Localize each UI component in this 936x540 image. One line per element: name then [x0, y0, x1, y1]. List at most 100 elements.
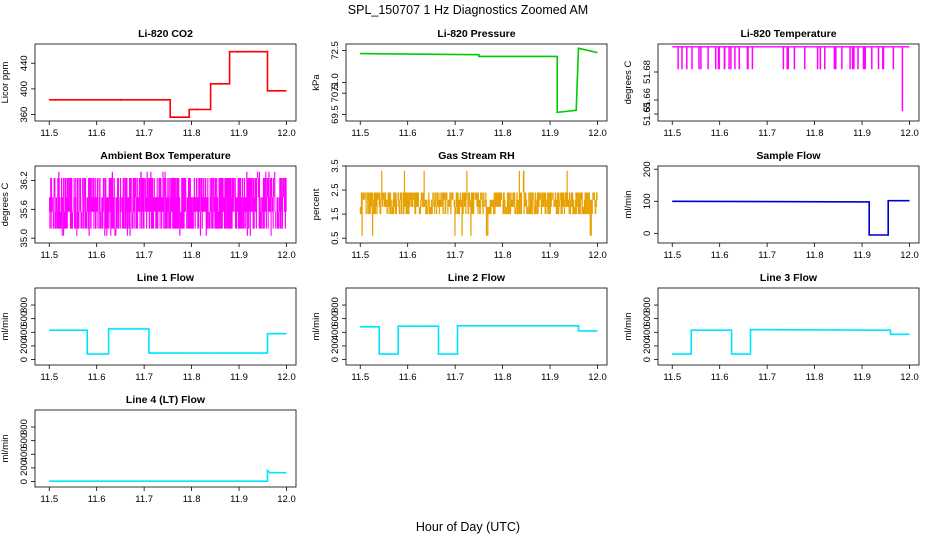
y-tick-label-4-0: 0.5 [330, 232, 341, 245]
x-tick-label-4-0: 11.5 [351, 250, 369, 261]
y-tick-label-0-1: 400 [19, 81, 30, 97]
panel-title-7: Line 2 Flow [448, 272, 506, 284]
y-tick-label-6-0: 0 [19, 357, 30, 362]
x-tick-label-5-0: 11.5 [663, 250, 681, 261]
y-tick-label-1-1: 70.5 [330, 84, 341, 103]
panel-title-2: Li-820 Temperature [740, 28, 836, 40]
x-tick-label-7-4: 11.9 [541, 372, 559, 383]
x-tick-label-5-1: 11.6 [711, 250, 729, 261]
series-noise-7 [359, 325, 596, 355]
x-tick-label-8-3: 11.8 [806, 372, 824, 383]
panel-title-5: Sample Flow [756, 150, 821, 162]
panel-data-5 [672, 199, 910, 236]
panel-data-7 [359, 325, 598, 355]
x-tick-label-5-3: 11.8 [806, 250, 824, 261]
x-tick-label-3-2: 11.7 [135, 250, 153, 261]
panel-ylabel-0: Licor ppm [0, 62, 11, 104]
x-tick-label-0-5: 12.0 [277, 128, 296, 139]
panel-7: Line 2 Flow ml/min 11.5 11.6 11.7 11.8 11.9 12.… [311, 272, 608, 383]
x-tick-label-1-0: 11.5 [351, 128, 369, 139]
x-tick-label-2-3: 11.8 [806, 128, 824, 139]
y-tick-label-8-4: 800 [642, 297, 653, 313]
panel-frame-6 [34, 287, 297, 366]
y-tick-label-6-2: 400 [19, 324, 30, 340]
x-tick-label-2-1: 11.6 [711, 128, 729, 139]
x-tick-label-3-0: 11.5 [40, 250, 58, 261]
x-tick-label-2-2: 11.7 [758, 128, 776, 139]
y-tick-label-0-2: 440 [19, 55, 30, 71]
panel-title-4: Gas Stream RH [438, 150, 514, 162]
y-tick-label-3-1: 35.6 [19, 200, 30, 219]
panel-ylabel-1: kPa [311, 74, 322, 91]
x-tick-label-4-2: 11.7 [446, 250, 464, 261]
panel-data-0 [48, 50, 287, 119]
y-tick-label-9-1: 200 [19, 460, 30, 476]
x-tick-label-6-5: 12.0 [277, 372, 296, 383]
series-line-1 [360, 47, 598, 114]
x-tick-label-5-4: 11.9 [853, 250, 871, 261]
y-tick-label-7-0: 0 [330, 357, 341, 362]
x-tick-label-8-1: 11.6 [711, 372, 729, 383]
panel-title-1: Li-820 Pressure [437, 28, 515, 40]
x-tick-label-6-3: 11.8 [183, 372, 201, 383]
panel-ylabel-8: ml/min [623, 313, 634, 341]
y-tick-label-7-2: 400 [330, 324, 341, 340]
x-tick-label-2-5: 12.0 [900, 128, 919, 139]
panel-frame-1 [345, 43, 608, 122]
y-tick-label-0-0: 360 [19, 107, 30, 123]
y-tick-label-5-1: 100 [642, 193, 653, 209]
x-tick-label-8-5: 12.0 [900, 372, 919, 383]
y-tick-label-4-1: 1.5 [330, 208, 341, 221]
panels: Li-820 CO2 Licor ppm 11.5 11.6 11.7 11.8 11.9 1… [0, 28, 920, 505]
series-line-0 [49, 50, 287, 118]
y-tick-label-8-2: 400 [642, 324, 653, 340]
panel-data-8 [671, 328, 910, 355]
y-tick-label-1-0: 69.5 [330, 105, 341, 124]
panel-ylabel-6: ml/min [0, 313, 11, 341]
y-tick-label-7-4: 800 [330, 297, 341, 313]
x-tick-label-6-2: 11.7 [135, 372, 153, 383]
x-tick-label-1-1: 11.6 [399, 128, 417, 139]
panel-frame-9 [34, 409, 297, 488]
x-tick-label-0-1: 11.6 [88, 128, 106, 139]
series-band-3 [49, 171, 287, 236]
series-line-8 [672, 328, 910, 355]
x-tick-label-3-1: 11.6 [88, 250, 106, 261]
x-tick-label-0-2: 11.7 [135, 128, 153, 139]
y-tick-label-1-2: 71.0 [330, 73, 341, 92]
y-tick-label-5-0: 0 [642, 231, 653, 236]
x-tick-label-0-0: 11.5 [40, 128, 58, 139]
x-tick-label-9-5: 12.0 [277, 494, 296, 505]
panel-ylabel-4: percent [311, 188, 322, 220]
x-tick-label-9-1: 11.6 [88, 494, 106, 505]
panel-ylabel-3: degrees C [0, 182, 11, 226]
panel-frame-0 [34, 43, 297, 122]
panel-frame-4 [345, 165, 608, 244]
y-tick-label-2-1: 51.66 [642, 88, 653, 112]
figure-title: SPL_150707 1 Hz Diagnostics Zoomed AM [348, 3, 588, 17]
x-tick-label-9-3: 11.8 [183, 494, 201, 505]
series-spikes-2 [677, 46, 895, 70]
panel-8: Line 3 Flow ml/min 11.5 11.6 11.7 11.8 11.9 12.… [623, 272, 920, 383]
y-tick-label-2-0: 51.65 [642, 102, 653, 126]
y-tick-label-1-3: 72.5 [330, 41, 341, 60]
x-tick-label-3-3: 11.8 [183, 250, 201, 261]
x-tick-label-7-3: 11.8 [494, 372, 512, 383]
panel-frame-2 [657, 43, 920, 122]
x-tick-label-2-4: 11.9 [853, 128, 871, 139]
x-tick-label-4-5: 12.0 [588, 250, 607, 261]
panel-ylabel-9: ml/min [0, 435, 11, 463]
x-tick-label-9-4: 11.9 [230, 494, 248, 505]
panel-5: Sample Flow ml/min 11.5 11.6 11.7 11.8 11.9 12.… [623, 150, 920, 261]
x-tick-label-7-0: 11.5 [351, 372, 369, 383]
x-tick-label-1-5: 12.0 [588, 128, 607, 139]
panel-0: Li-820 CO2 Licor ppm 11.5 11.6 11.7 11.8 11.9 1… [0, 28, 297, 139]
x-tick-label-5-2: 11.7 [758, 250, 776, 261]
panel-3: Ambient Box Temperature degrees C 11.5 11.6… [0, 150, 297, 261]
x-tick-label-9-2: 11.7 [135, 494, 153, 505]
panel-title-6: Line 1 Flow [137, 272, 195, 284]
series-noise-6 [48, 328, 285, 355]
x-tick-label-0-3: 11.8 [183, 128, 201, 139]
y-tick-label-3-2: 36.2 [19, 171, 30, 190]
